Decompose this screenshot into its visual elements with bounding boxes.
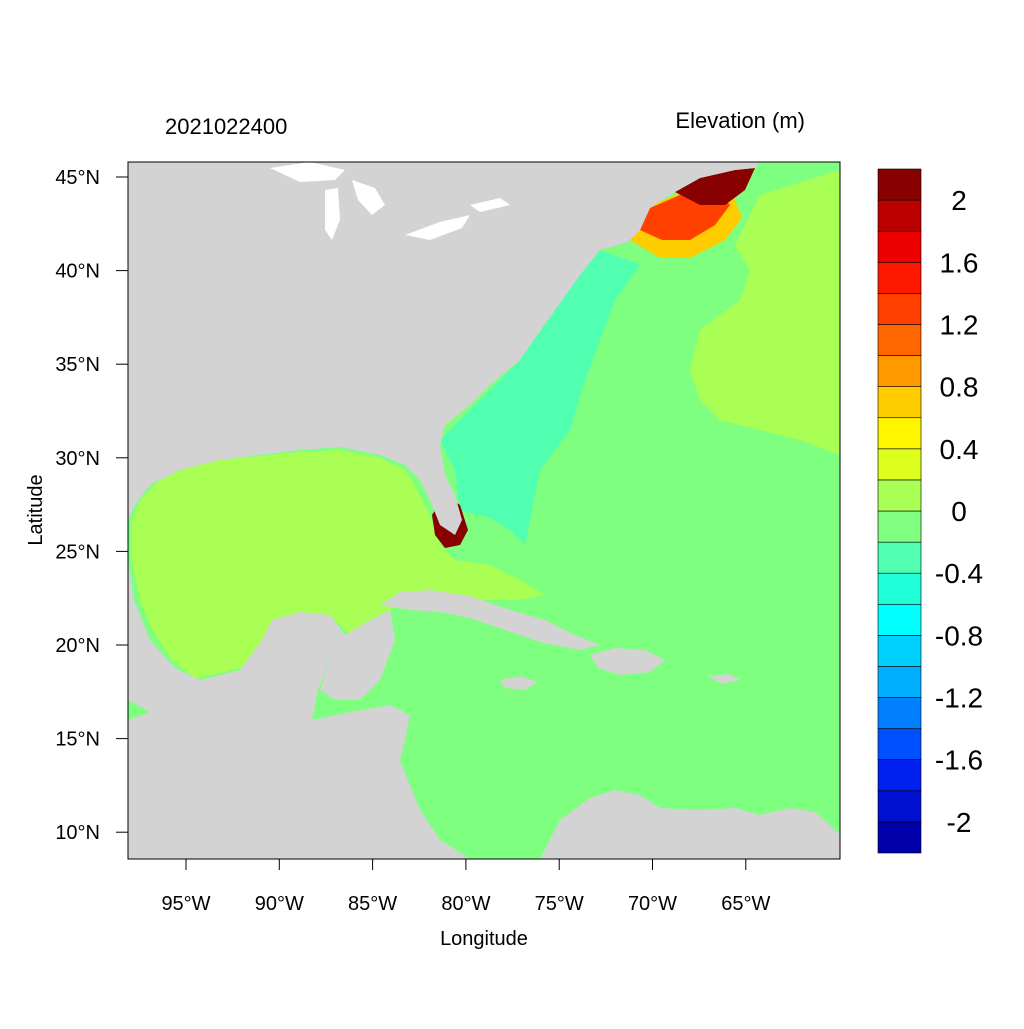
colorbar-swatch	[877, 448, 922, 481]
colorbar-swatch	[877, 572, 922, 605]
colorbar-swatch	[877, 355, 922, 387]
colorbar-swatch	[877, 261, 922, 294]
variable-label: Elevation (m)	[675, 108, 805, 133]
lake-michigan	[325, 188, 340, 240]
lake-erie	[405, 215, 470, 240]
atlantic-east-region	[690, 170, 840, 455]
colorbar-swatch	[877, 821, 922, 854]
colorbar-swatch	[877, 603, 922, 636]
colorbar-swatch	[877, 293, 922, 325]
colorbar-swatch	[877, 168, 922, 201]
map-panel: 95°W 90°W 85°W 80°W 75°W 70°W 65°W 45°N 40°N 35°…	[55, 161, 841, 915]
colorbar-swatch	[877, 510, 922, 543]
y-tick-label: 35°N	[55, 354, 100, 376]
lake-ontario	[470, 198, 510, 212]
y-tick-label: 15°N	[55, 729, 100, 751]
y-tick-label: 30°N	[55, 448, 100, 470]
colorbar-swatch	[877, 541, 922, 574]
colorbar-label: -2	[947, 807, 972, 838]
colorbar-swatch	[877, 230, 922, 263]
y-tick-label: 10°N	[55, 822, 100, 844]
x-axis-label: Longitude	[440, 928, 528, 950]
puerto-rico-land	[708, 674, 740, 684]
map-frame	[127, 161, 841, 860]
y-axis-ticks: 45°N 40°N 35°N 30°N 25°N 20°N 15°N 10°N	[55, 167, 128, 844]
lake-huron	[352, 180, 385, 215]
y-tick-label: 25°N	[55, 541, 100, 563]
land-masses	[128, 162, 840, 859]
yucatan-land	[320, 610, 395, 700]
lake-superior	[270, 162, 345, 182]
colorbar-swatch	[877, 386, 922, 419]
jamaica-land	[500, 676, 538, 690]
colorbar-label: 0	[951, 496, 967, 527]
colorbar-label: 1.2	[940, 309, 979, 340]
colorbar-label: 0.4	[940, 434, 979, 465]
colorbar-swatch	[877, 635, 922, 667]
colorbar-swatch	[877, 666, 922, 698]
date-label: 2021022400	[165, 114, 287, 139]
colorbar-swatch	[877, 790, 922, 823]
great-lakes	[270, 162, 510, 240]
colorbar-label: 2	[951, 185, 967, 216]
colorbar-swatch	[877, 479, 922, 512]
y-tick-label: 45°N	[55, 167, 100, 189]
x-tick-label: 75°W	[535, 893, 584, 915]
colorbar-label: 1.6	[940, 247, 979, 278]
x-tick-label: 85°W	[348, 893, 397, 915]
colorbar-swatch	[877, 759, 922, 792]
gulf-of-maine-surge-inner	[675, 168, 755, 205]
colorbar-label: -0.4	[935, 558, 983, 589]
south-america-land	[540, 790, 840, 859]
x-tick-label: 95°W	[161, 893, 210, 915]
colorbar-swatch	[877, 324, 922, 356]
y-axis-label: Latitude	[25, 474, 47, 545]
x-tick-label: 65°W	[721, 893, 770, 915]
x-axis-ticks: 95°W 90°W 85°W 80°W 75°W 70°W 65°W	[161, 859, 770, 915]
colorbar-label: 0.8	[940, 372, 979, 403]
gulf-of-mexico	[132, 450, 545, 678]
mexico-central-america-land	[128, 560, 470, 859]
hispaniola-land	[590, 648, 665, 675]
north-america-land	[128, 162, 760, 535]
x-tick-label: 80°W	[441, 893, 490, 915]
colorbar-swatch	[877, 728, 922, 761]
colorbar-label: -0.8	[935, 620, 983, 651]
colorbar: -2 -1.6 -1.2 -0.8 -0.4 0 0.4 0.8 1.2 1.6 2	[877, 168, 983, 854]
colorbar-label: -1.2	[935, 683, 983, 714]
colorbar-swatch	[877, 697, 922, 729]
cuba-land	[380, 590, 600, 650]
x-tick-label: 70°W	[628, 893, 677, 915]
atlantic-shelf-region	[440, 250, 640, 545]
colorbar-swatch	[877, 199, 922, 232]
colorbar-label: -1.6	[935, 745, 983, 776]
y-tick-label: 40°N	[55, 261, 100, 283]
x-tick-label: 90°W	[255, 893, 304, 915]
y-tick-label: 20°N	[55, 635, 100, 657]
colorbar-swatch	[877, 417, 922, 450]
